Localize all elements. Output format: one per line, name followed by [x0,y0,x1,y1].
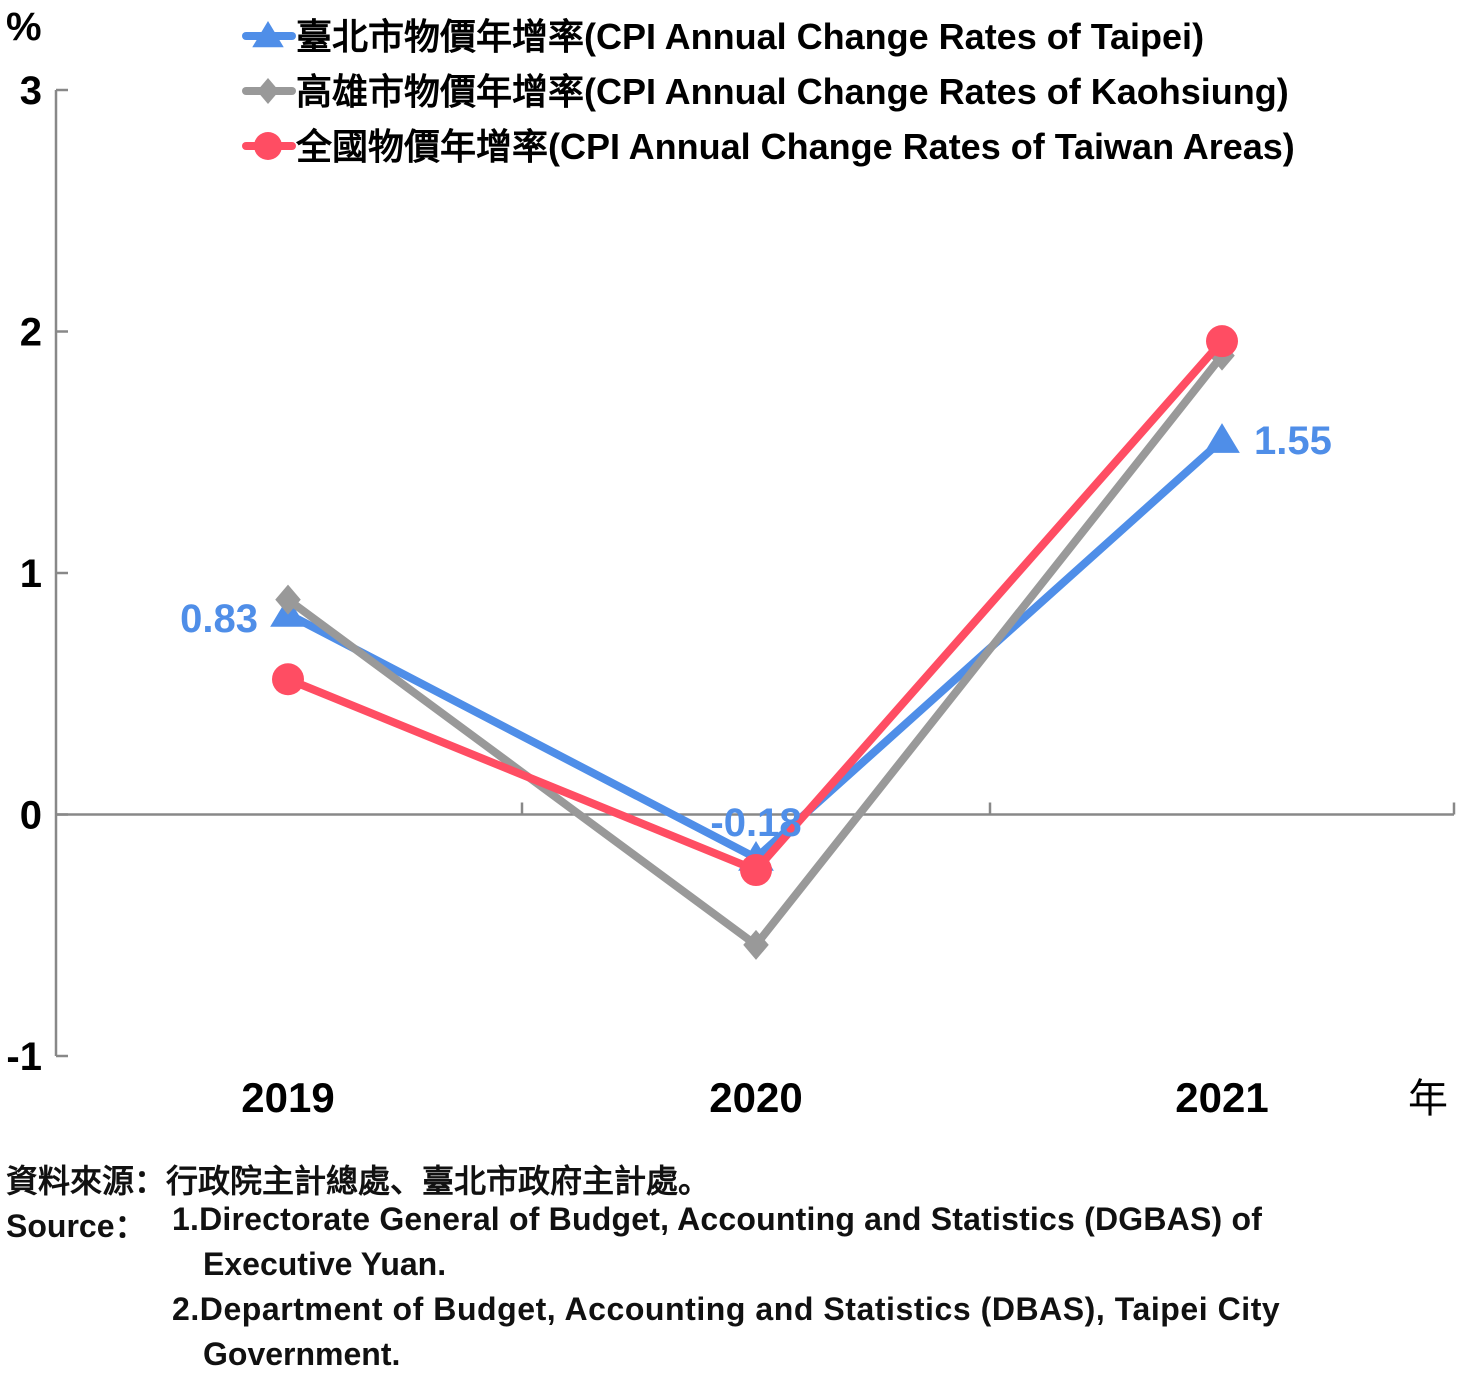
legend-item: 臺北市物價年增率(CPI Annual Change Rates of Taip… [242,16,1204,57]
data-label: 1.55 [1254,419,1332,463]
legend-item: 全國物價年增率(CPI Annual Change Rates of Taiwa… [242,126,1295,167]
legend-swatch-marker [256,78,280,104]
line-chart: -1 0 1 2 3% 2019 2020 2021 年 0.83 -0.18 1.55 臺北市物價… [6,5,1456,1121]
y-tick-label: 0 [20,794,42,838]
y-tick-label: 3 [20,69,42,113]
y-tick-label: 2 [20,311,42,355]
series-group [270,325,1240,960]
x-tick-label: 2019 [241,1074,334,1121]
x-unit-label: 年 [1408,1077,1448,1121]
data-label: 0.83 [180,597,258,641]
data-point-circle [740,854,772,887]
source-zh: 資料來源：行政院主計總處、臺北市政府主計處。 [6,1163,711,1199]
x-tick-label: 2020 [709,1074,802,1121]
data-point-diamond [743,929,769,960]
y-tick-label: 1 [20,552,42,596]
legend-item: 高雄市物價年增率(CPI Annual Change Rates of Kaoh… [242,71,1289,112]
series-3 [272,325,1238,887]
y-tick-label: -1 [6,1035,42,1079]
axes: -1 0 1 2 3% 2019 2020 2021 年 [6,5,1456,1121]
series-line [284,337,1226,875]
y-unit-label: % [6,5,42,49]
source-item-2: 2.Department of Budget, Accounting and S… [172,1291,1281,1327]
data-label: -0.18 [710,801,801,845]
legend-label: 全國物價年增率(CPI Annual Change Rates of Taiwa… [295,126,1295,167]
source-item-1: 1.Directorate General of Budget, Account… [172,1201,1263,1237]
legend-swatch-marker [254,132,282,160]
source-item-2-cont: Government. [203,1336,401,1372]
legend-swatch-marker [252,21,284,48]
data-point-triangle [1204,423,1240,453]
data-labels: 0.83 -0.18 1.55 [180,419,1332,845]
legend-label: 臺北市物價年增率(CPI Annual Change Rates of Taip… [296,16,1204,57]
data-point-circle [272,663,304,696]
data-point-circle [1206,325,1238,358]
x-tick-label: 2021 [1175,1074,1268,1121]
data-point-diamond [275,584,301,615]
legend: 臺北市物價年增率(CPI Annual Change Rates of Taip… [242,16,1295,167]
legend-label: 高雄市物價年增率(CPI Annual Change Rates of Kaoh… [296,71,1289,112]
source-item-1-cont: Executive Yuan. [203,1246,447,1282]
source-en-label: Source： [6,1208,147,1244]
